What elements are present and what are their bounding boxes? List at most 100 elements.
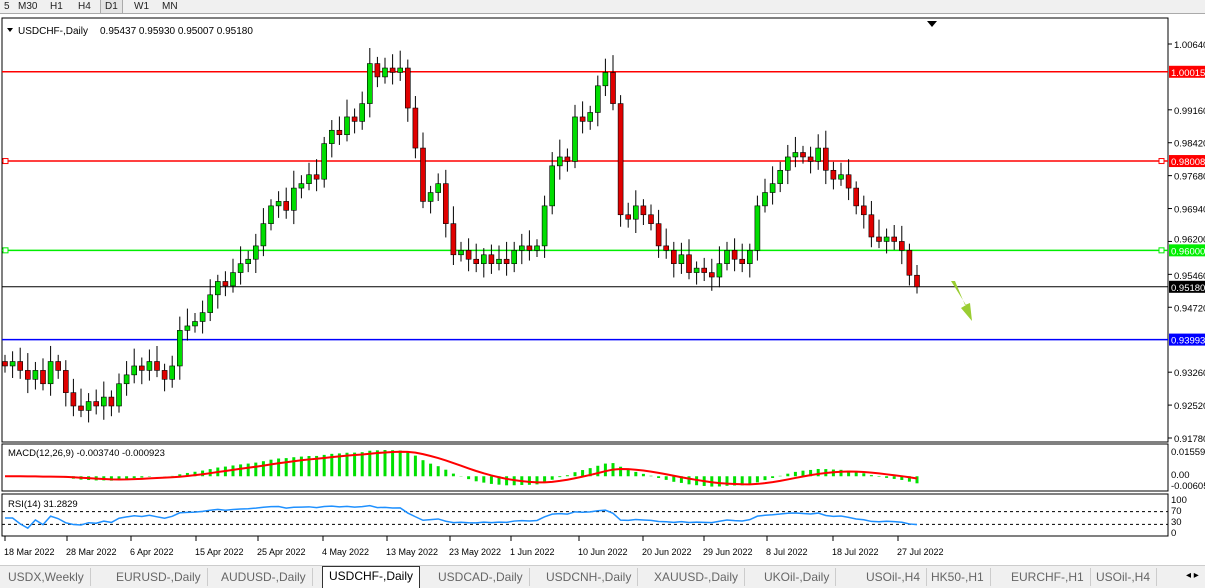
chart-tab[interactable]: UKOil-,Daily — [758, 568, 836, 586]
macd-histogram-bar — [437, 466, 440, 476]
bull-candle — [573, 117, 578, 161]
bull-candle — [269, 206, 274, 224]
chart-tab[interactable]: USOil-,H4 — [1090, 568, 1157, 586]
bear-candle — [702, 268, 707, 272]
chart-tab[interactable]: USDX,Weekly — [2, 568, 91, 586]
bull-candle — [481, 255, 486, 264]
macd-histogram-bar — [482, 476, 485, 482]
bull-candle — [291, 188, 296, 210]
price-tick-label: 0.96940 — [1174, 205, 1205, 216]
bull-candle — [557, 157, 562, 166]
macd-histogram-bar — [361, 452, 364, 476]
bear-candle — [3, 362, 8, 366]
timeframe-h4[interactable]: H4 — [74, 0, 95, 13]
rsi-tick-label: 0 — [1171, 528, 1176, 539]
bear-candle — [877, 237, 882, 241]
price-level-label: 0.96000 — [1171, 246, 1205, 257]
date-label: 6 Apr 2022 — [130, 547, 174, 557]
macd-pane — [2, 444, 1168, 491]
bear-candle — [413, 108, 418, 148]
bear-candle — [25, 370, 30, 379]
chart-tab[interactable]: EURCHF-,H1 — [1005, 568, 1091, 586]
macd-histogram-bar — [429, 464, 432, 477]
bull-candle — [124, 375, 129, 384]
chart-tab[interactable]: XAUUSD-,Daily — [648, 568, 745, 586]
bear-candle — [489, 255, 494, 264]
date-label: 8 Jul 2022 — [766, 547, 808, 557]
chart-tab[interactable]: USOil-,H4 — [860, 568, 927, 586]
bull-candle — [519, 246, 524, 250]
bull-candle — [884, 237, 889, 241]
rsi-tick-label: 100 — [1171, 495, 1187, 506]
bear-candle — [687, 255, 692, 273]
chart-tab[interactable]: AUDUSD-,Daily — [215, 568, 313, 586]
macd-histogram-bar — [817, 469, 820, 476]
bull-candle — [345, 117, 350, 135]
bear-candle — [421, 148, 426, 201]
date-label: 25 Apr 2022 — [257, 547, 306, 557]
chart-tab[interactable]: HK50-,H1 — [925, 568, 991, 586]
bull-candle — [231, 273, 236, 286]
bear-candle — [139, 366, 144, 370]
macd-histogram-bar — [384, 450, 387, 476]
price-tick-label: 0.94720 — [1174, 303, 1205, 314]
bull-candle — [367, 64, 372, 104]
date-label: 23 May 2022 — [449, 547, 501, 557]
bull-candle — [170, 366, 175, 379]
bull-candle — [322, 144, 327, 180]
timeframe-d1[interactable]: D1 — [100, 0, 123, 13]
bull-candle — [185, 326, 190, 330]
macd-histogram-bar — [399, 451, 402, 477]
tabs-scroll-icon[interactable]: ◂ ▸ — [1186, 570, 1199, 581]
bear-candle — [63, 370, 68, 392]
date-label: 18 Jul 2022 — [832, 547, 879, 557]
bear-candle — [732, 250, 737, 259]
bear-candle — [41, 370, 46, 383]
bear-candle — [94, 402, 99, 406]
date-label: 18 Mar 2022 — [4, 547, 55, 557]
date-label: 10 Jun 2022 — [578, 547, 628, 557]
date-label: 4 May 2022 — [322, 547, 369, 557]
bear-candle — [155, 362, 160, 371]
bear-candle — [18, 362, 23, 371]
bull-candle — [200, 313, 205, 322]
ohlc-values: 0.95437 0.95930 0.95007 0.95180 — [100, 26, 253, 37]
bear-candle — [79, 406, 84, 410]
timeframe-m30[interactable]: M30 — [14, 0, 41, 13]
timeframe-w1[interactable]: W1 — [130, 0, 153, 13]
chart-tab[interactable]: USDCHF-,Daily — [322, 566, 420, 588]
chart-tab[interactable]: EURUSD-,Daily — [110, 568, 208, 586]
date-label: 28 Mar 2022 — [66, 547, 117, 557]
price-tick-label: 0.99160 — [1174, 106, 1205, 117]
bear-candle — [451, 224, 456, 255]
bear-candle — [656, 224, 661, 246]
macd-tick-label: -0.00605 — [1171, 481, 1205, 492]
bear-candle — [869, 215, 874, 237]
macd-tick-label: 0.015596 — [1171, 447, 1205, 458]
bear-candle — [915, 275, 920, 287]
timeframe-mn[interactable]: MN — [158, 0, 182, 13]
macd-histogram-bar — [262, 461, 265, 476]
macd-histogram-bar — [672, 476, 675, 482]
bear-candle — [808, 157, 813, 161]
bull-candle — [383, 68, 388, 77]
price-tick-label: 0.98420 — [1174, 139, 1205, 150]
bull-candle — [48, 362, 53, 384]
bear-candle — [352, 117, 357, 121]
bull-candle — [839, 175, 844, 179]
price-level-label: 0.93993 — [1171, 336, 1205, 347]
chart-tab[interactable]: USDCNH-,Daily — [540, 568, 638, 586]
bull-candle — [785, 157, 790, 170]
chart-tab[interactable]: USDCAD-,Daily — [432, 568, 530, 586]
bull-candle — [208, 295, 213, 313]
bull-candle — [717, 264, 722, 277]
macd-histogram-bar — [467, 476, 470, 479]
bear-candle — [565, 157, 570, 161]
macd-histogram-bar — [558, 476, 561, 477]
bull-candle — [595, 86, 600, 113]
price-tick-label: 0.95460 — [1174, 271, 1205, 282]
timeframe-5[interactable]: 5 — [0, 0, 14, 13]
timeframe-h1[interactable]: H1 — [46, 0, 67, 13]
